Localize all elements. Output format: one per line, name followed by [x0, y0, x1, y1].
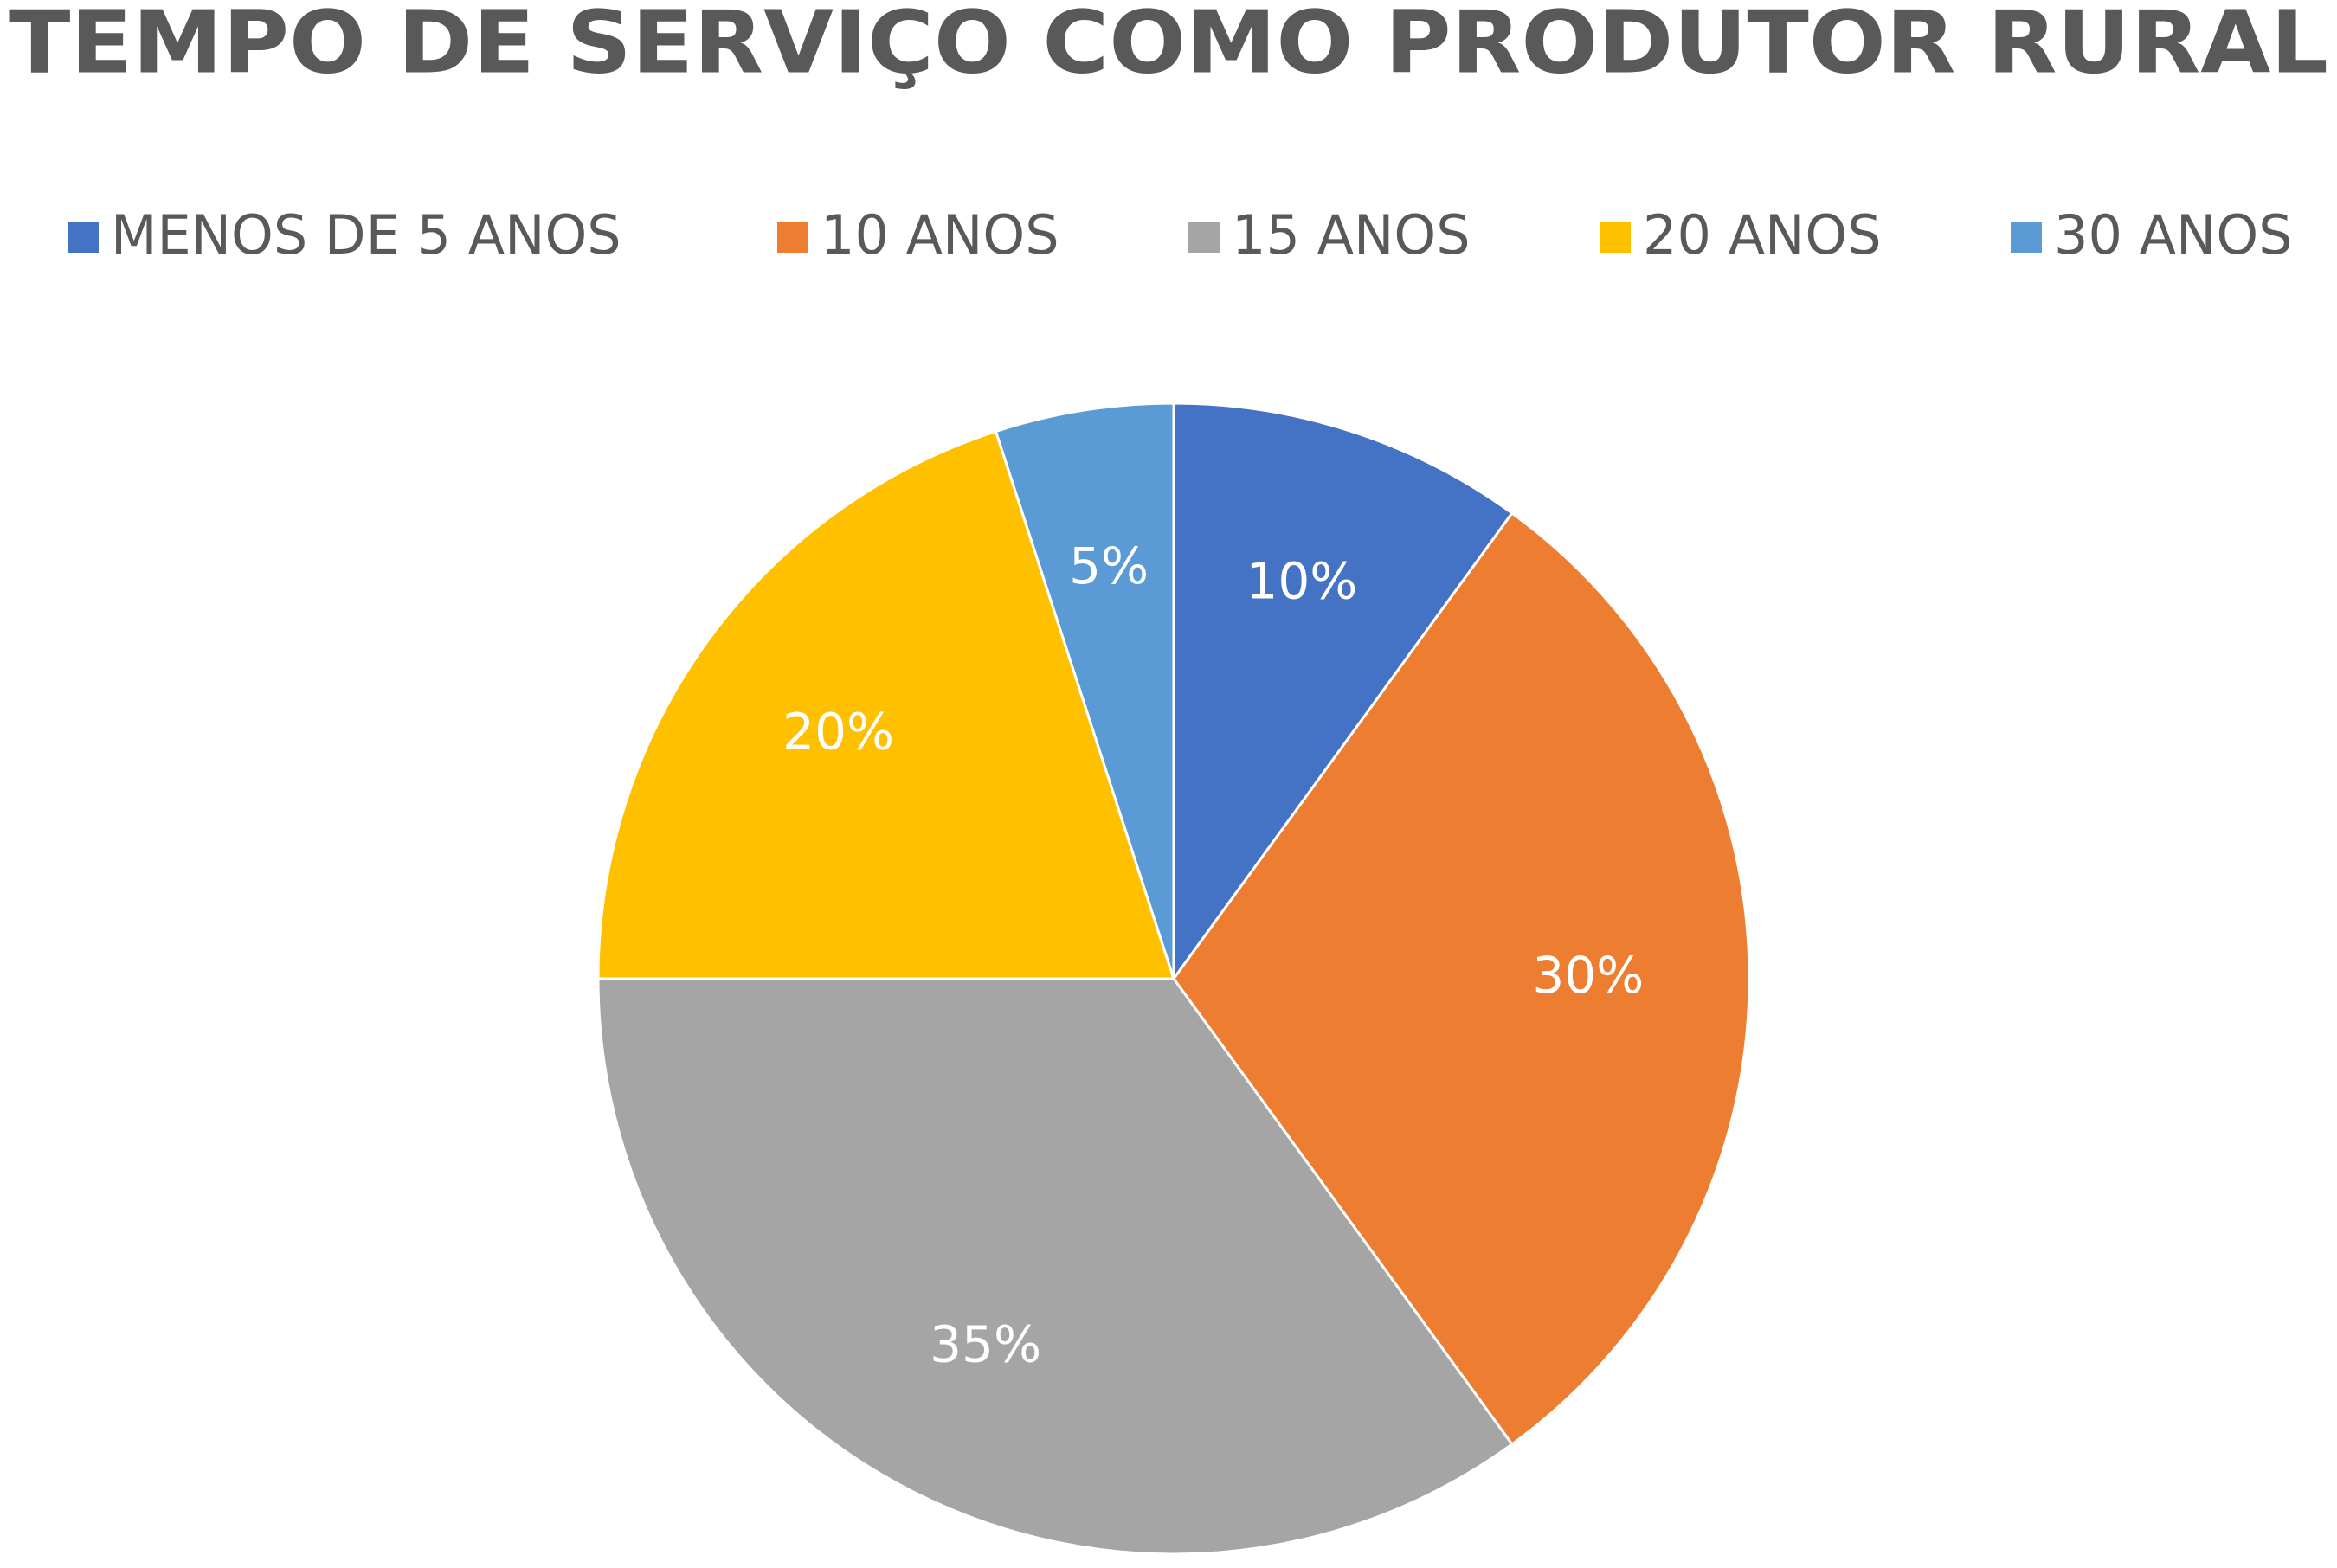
- legend-swatch: [68, 222, 99, 253]
- legend-label: 10 ANOS: [821, 203, 1059, 267]
- legend-label: 20 ANOS: [1643, 203, 1882, 267]
- pie-slice: [596, 429, 1176, 980]
- legend-swatch: [2011, 222, 2042, 253]
- data-label: 30%: [1532, 946, 1644, 1005]
- data-label: 5%: [1069, 537, 1149, 595]
- pie-slice: [994, 402, 1175, 980]
- data-label: 35%: [930, 1315, 1041, 1374]
- legend-label: 30 ANOS: [2054, 203, 2293, 267]
- data-label: 20%: [782, 703, 894, 762]
- legend-label: MENOS DE 5 ANOS: [111, 203, 621, 267]
- data-label: 10%: [1246, 552, 1357, 611]
- legend-label: 15 ANOS: [1232, 203, 1471, 267]
- legend-swatch: [777, 222, 808, 253]
- pie-slice: [596, 977, 1514, 1556]
- pie-slice: [1172, 511, 1751, 1447]
- pie-slice: [1172, 402, 1514, 983]
- chart-title: TEMPO DE SERVIÇO COMO PRODUTOR RURAL: [9, 0, 2328, 93]
- legend-swatch: [1600, 222, 1631, 253]
- legend-swatch: [1188, 222, 1220, 253]
